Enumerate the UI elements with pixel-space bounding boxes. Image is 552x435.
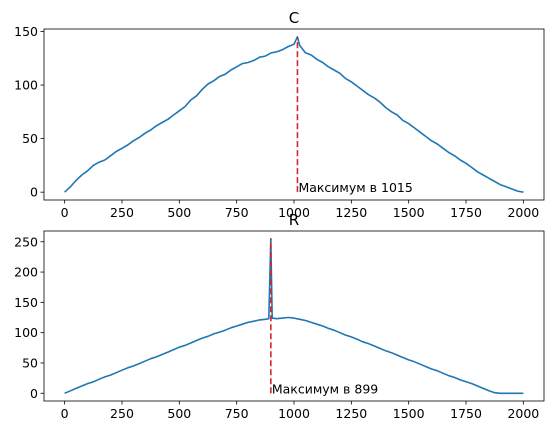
y-tick-label: 0 bbox=[30, 185, 38, 200]
x-tick-label: 250 bbox=[110, 205, 134, 220]
x-tick-label: 1500 bbox=[393, 406, 425, 421]
x-tick-label: 1250 bbox=[335, 205, 367, 220]
x-tick-label: 750 bbox=[225, 205, 249, 220]
subplot-c: C 0 250 500 750 1000 1250 1500 1750 2000 0 50 100 15… bbox=[14, 9, 545, 220]
x-tick-label: 1750 bbox=[450, 205, 482, 220]
y-tick-label: 200 bbox=[14, 265, 38, 280]
y-tick-label: 0 bbox=[30, 386, 38, 401]
y-tick-label: 100 bbox=[14, 325, 38, 340]
series-line bbox=[64, 35, 524, 193]
subplot-r: R 0 250 500 750 1000 1250 1500 1750 2000 0 50 100 15… bbox=[14, 211, 545, 421]
x-tick-label: 500 bbox=[167, 205, 191, 220]
x-tick-label: 250 bbox=[110, 406, 134, 421]
y-tick-label: 150 bbox=[14, 295, 38, 310]
max-annotation: Максимум в 899 bbox=[272, 381, 378, 396]
x-tick-label: 1750 bbox=[450, 406, 482, 421]
x-tick-label: 1500 bbox=[393, 205, 425, 220]
x-tick-label: 1250 bbox=[335, 406, 367, 421]
series-line bbox=[64, 237, 524, 395]
x-tick-label: 2000 bbox=[507, 205, 539, 220]
y-tick-label: 50 bbox=[22, 131, 38, 146]
plot-frame bbox=[43, 28, 545, 201]
subplot-title: C bbox=[289, 9, 299, 27]
x-tick-label: 750 bbox=[225, 406, 249, 421]
subplot-title: R bbox=[289, 211, 299, 229]
x-tick-label: 0 bbox=[61, 406, 69, 421]
y-tick-label: 50 bbox=[22, 355, 38, 370]
y-tick-label: 250 bbox=[14, 234, 38, 249]
plot-frame bbox=[43, 230, 545, 402]
x-tick-label: 0 bbox=[61, 205, 69, 220]
y-tick-label: 150 bbox=[14, 24, 38, 39]
x-tick-label: 2000 bbox=[507, 406, 539, 421]
x-tick-label: 500 bbox=[167, 406, 191, 421]
x-tick-label: 1000 bbox=[278, 205, 310, 220]
max-annotation: Максимум в 1015 bbox=[298, 180, 412, 195]
x-tick-label: 1000 bbox=[278, 406, 310, 421]
y-tick-label: 100 bbox=[14, 78, 38, 93]
